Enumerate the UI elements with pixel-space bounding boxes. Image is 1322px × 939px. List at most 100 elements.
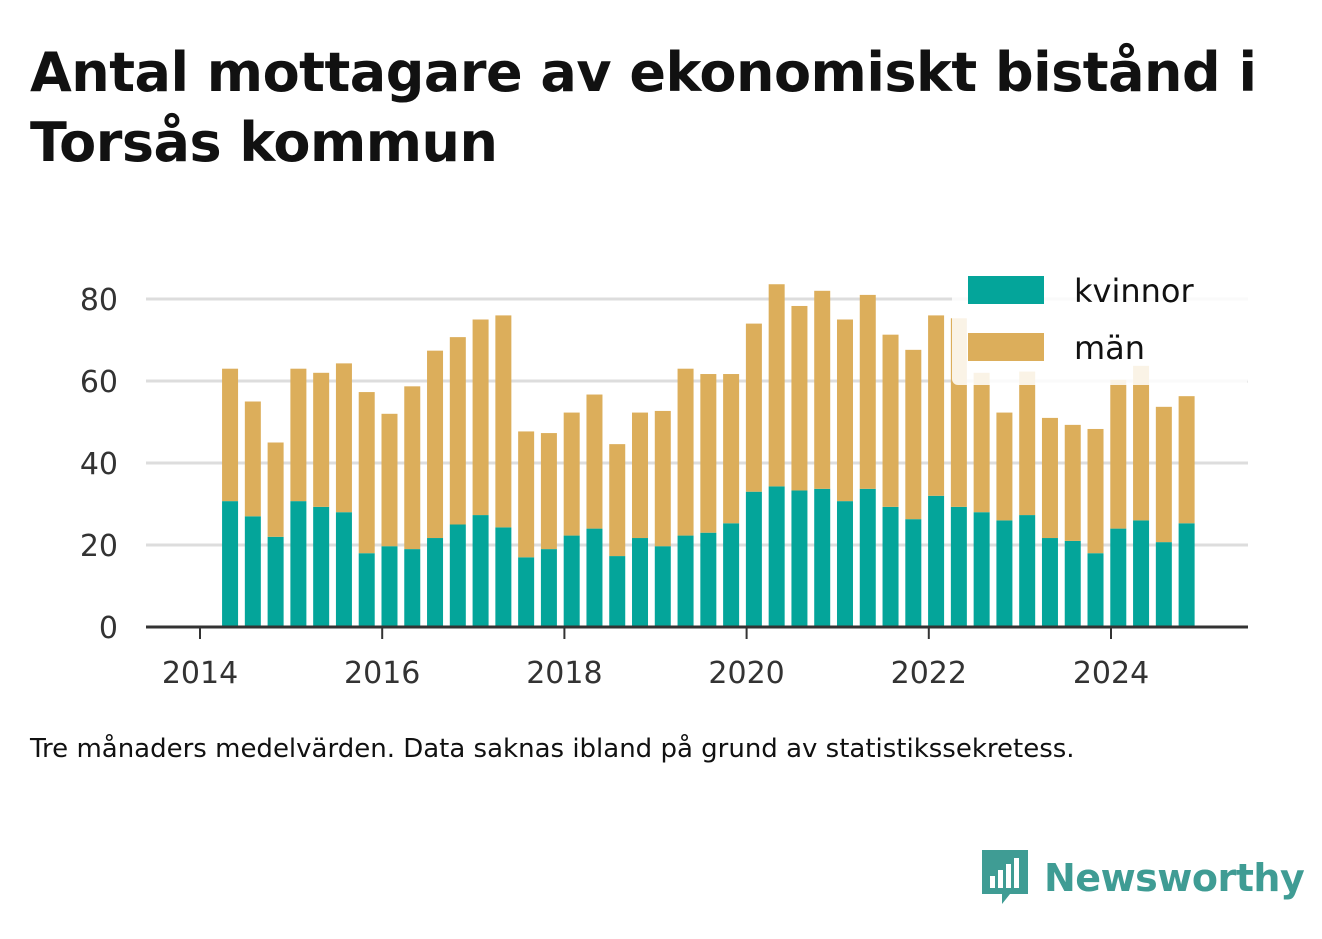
bar-man (313, 372, 330, 507)
bar-man (244, 401, 261, 517)
axes: 0 20 40 60 80 2014 2016 2018 2020 2022 2024 (80, 283, 1248, 691)
bar-man (723, 374, 740, 524)
bar-man (1155, 406, 1172, 543)
bar-kvinnor (950, 506, 967, 627)
bar-man (1041, 417, 1058, 539)
bar-man (1110, 379, 1127, 529)
bar-man (814, 290, 831, 489)
bar-man (700, 374, 717, 533)
brand-name: Newsworthy (1044, 856, 1305, 900)
bar-man (745, 323, 762, 492)
bar-kvinnor (586, 528, 603, 627)
bar-kvinnor (791, 490, 808, 627)
bar-chart-speech-bubble-icon (982, 850, 1028, 904)
bar-man (1178, 396, 1195, 524)
bar-man (768, 284, 785, 487)
bar-man (495, 315, 512, 528)
bar-man (677, 368, 694, 536)
bar-kvinnor (313, 506, 330, 627)
bar-man (290, 368, 307, 502)
bar-kvinnor (427, 538, 444, 627)
bar-kvinnor (222, 501, 239, 627)
bar-kvinnor (700, 532, 717, 627)
bar-kvinnor (518, 557, 535, 627)
x-tick-label: 2022 (891, 656, 967, 691)
bar-kvinnor (859, 488, 876, 627)
bar-kvinnor (1110, 528, 1127, 627)
bar-kvinnor (449, 524, 466, 627)
bar-man (222, 368, 239, 502)
bar-kvinnor (632, 538, 649, 627)
legend-swatch (968, 333, 1044, 361)
bar-kvinnor (540, 549, 557, 627)
y-tick-label: 0 (99, 611, 118, 646)
bar-kvinnor (1155, 542, 1172, 627)
bar-kvinnor (723, 523, 740, 627)
x-tick-label: 2024 (1073, 656, 1149, 691)
bar-man (427, 350, 444, 539)
bar-man (472, 319, 489, 516)
legend-label: män (1074, 329, 1145, 367)
bar-kvinnor (381, 546, 398, 627)
bar-man (1064, 424, 1081, 541)
legend-swatch (968, 276, 1044, 304)
bar-man (1133, 365, 1150, 521)
bar-kvinnor (1019, 515, 1036, 627)
bar-man (518, 431, 535, 558)
bar-man (335, 363, 352, 513)
bar-kvinnor (335, 512, 352, 627)
y-tick-label: 40 (80, 447, 118, 482)
x-tick-label: 2018 (526, 656, 602, 691)
bar-kvinnor (1087, 553, 1104, 627)
bar-kvinnor (267, 536, 284, 627)
bar-man (1019, 371, 1036, 516)
bar-man (1087, 428, 1104, 554)
bar-kvinnor (290, 501, 307, 627)
bar-kvinnor (745, 491, 762, 627)
bar-kvinnor (358, 553, 375, 627)
bar-kvinnor (495, 527, 512, 627)
bar-man (540, 433, 557, 550)
bar-kvinnor (928, 495, 945, 627)
bar-man (859, 294, 876, 489)
bar-kvinnor (973, 512, 990, 627)
bar-kvinnor (404, 549, 421, 627)
y-tick-label: 60 (80, 365, 118, 400)
bar-man (882, 334, 899, 507)
bar-man (586, 394, 603, 529)
bar-man (654, 410, 671, 547)
legend: kvinnor män (952, 263, 1248, 385)
bar-man (791, 305, 808, 491)
bar-kvinnor (836, 501, 853, 627)
bar-kvinnor (472, 515, 489, 627)
y-tick-label: 20 (80, 529, 118, 564)
bar-man (267, 442, 284, 537)
x-tick-label: 2016 (344, 656, 420, 691)
bar-kvinnor (1041, 538, 1058, 627)
bar-man (996, 412, 1013, 521)
page-title: Antal mottagare av ekonomiskt bistånd i … (30, 41, 1257, 174)
bar-man (449, 337, 466, 525)
bar-man (381, 413, 398, 547)
bar-man (563, 412, 580, 536)
brand-logo[interactable]: Newsworthy (980, 848, 1305, 908)
bar-man (609, 444, 626, 557)
y-tick-label: 80 (80, 283, 118, 318)
bar-kvinnor (768, 486, 785, 627)
x-tick-label: 2020 (708, 656, 784, 691)
chart-caption: Tre månaders medelvärden. Data saknas ib… (30, 734, 1075, 764)
bar-kvinnor (609, 556, 626, 627)
legend-label: kvinnor (1074, 272, 1195, 310)
bar-kvinnor (677, 535, 694, 627)
bar-man (928, 315, 945, 496)
bar-kvinnor (654, 546, 671, 627)
bar-man (358, 392, 375, 554)
bar-kvinnor (905, 519, 922, 627)
bar-man (404, 386, 421, 550)
bar-kvinnor (1178, 523, 1195, 627)
bar-kvinnor (1133, 520, 1150, 627)
x-tick-label: 2014 (162, 656, 238, 691)
bar-kvinnor (563, 535, 580, 627)
bar-kvinnor (996, 520, 1013, 627)
